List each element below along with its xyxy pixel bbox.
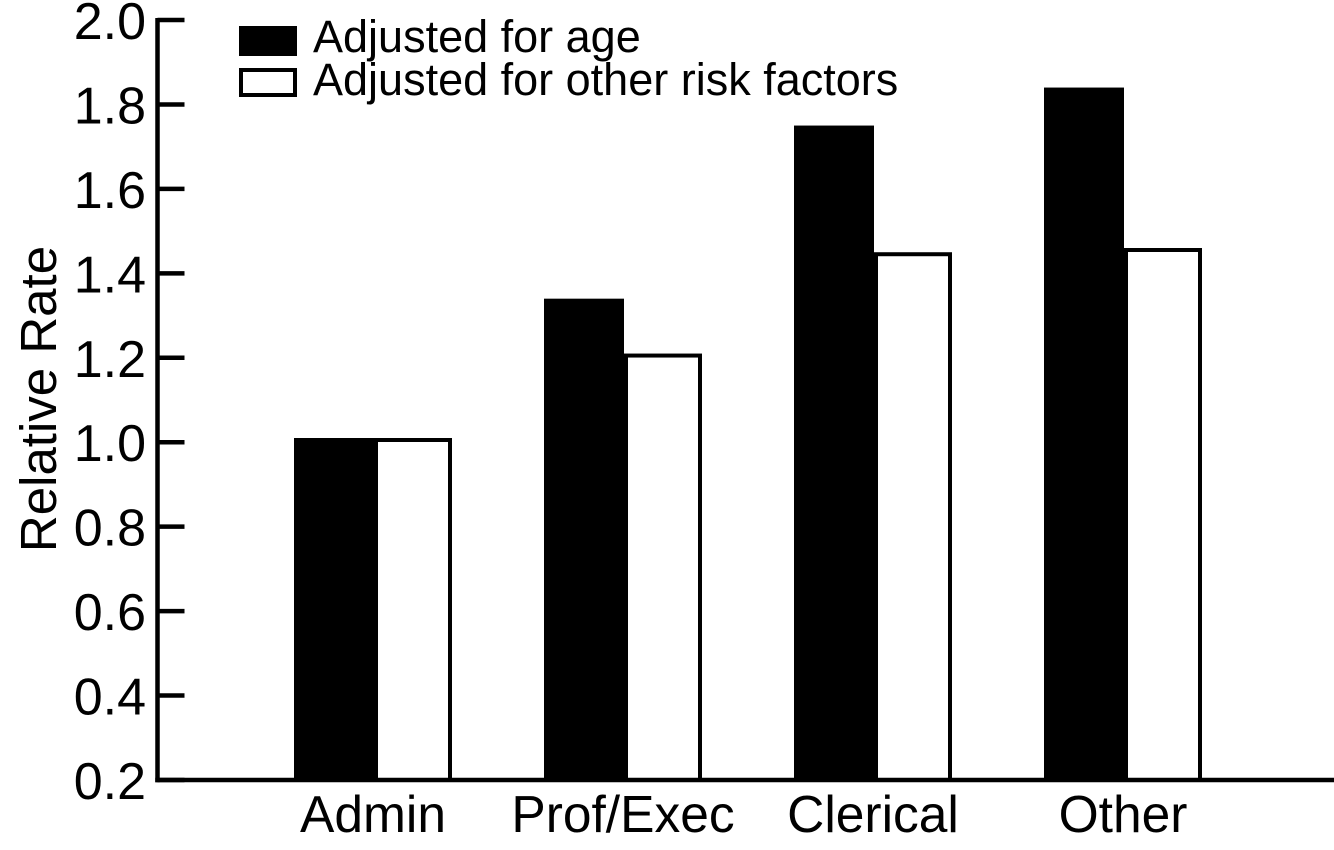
bar-prof-exec-adjusted-for-other-risk-factors [624,353,702,782]
legend-swatch-adjusted-for-age [239,26,297,56]
bars-layer [294,87,1202,783]
y-tick-label-2-0: 2.0 [74,0,146,51]
y-tick-label-1-6: 1.6 [74,162,146,220]
legend-label-adjusted-for-age: Adjusted for age [313,11,641,62]
bar-admin-adjusted-for-other-risk-factors [374,438,452,782]
legend-swatch-adjusted-for-other-risk-factors [239,68,297,97]
x-category-label-clerical: Clerical [787,785,959,843]
y-tick-label-1-2: 1.2 [74,331,146,389]
bar-prof-exec-adjusted-for-age [544,298,624,782]
legend-label-adjusted-for-other-risk-factors: Adjusted for other risk factors [313,54,898,105]
y-tick-label-1-8: 1.8 [74,77,146,135]
x-axis-category-labels-layer: Admin Prof/Exec Clerical Other [300,785,1187,843]
bar-clerical-adjusted-for-age [794,125,874,783]
y-tick-label-0-6: 0.6 [74,584,146,642]
y-axis-ticks-layer: 2.0 1.8 1.6 1.4 1.2 1.0 0.8 0.6 0.4 0.2 [74,0,185,811]
x-category-label-prof-exec: Prof/Exec [511,785,734,843]
axes-layer [155,18,1334,783]
bar-other-adjusted-for-age [1044,87,1124,783]
x-category-label-other: Other [1059,785,1188,843]
y-axis-title: Relative Rate [10,246,67,552]
x-category-label-admin: Admin [300,785,446,843]
y-tick-label-0-2: 0.2 [74,753,146,811]
bar-other-adjusted-for-other-risk-factors [1124,248,1202,782]
y-tick-label-0-4: 0.4 [74,669,146,727]
bar-clerical-adjusted-for-other-risk-factors [874,252,952,782]
y-tick-label-0-8: 0.8 [74,500,146,558]
y-tick-label-1-4: 1.4 [74,246,146,304]
y-tick-label-1-0: 1.0 [74,415,146,473]
bar-admin-adjusted-for-age [294,438,374,782]
